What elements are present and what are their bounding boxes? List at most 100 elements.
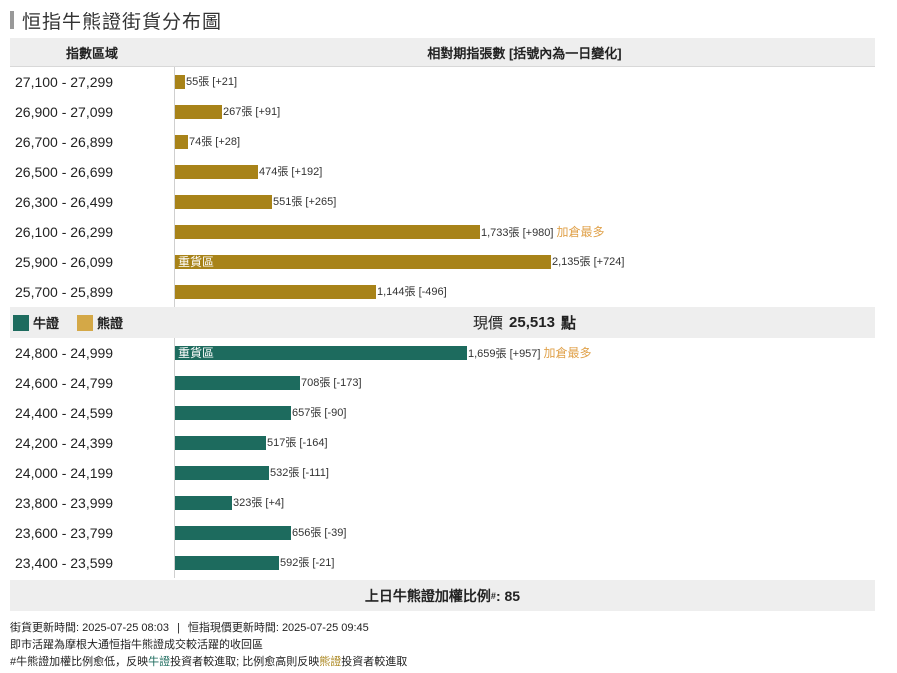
bar-value-label: 267張 [+91] — [223, 105, 280, 119]
range-label: 25,700 - 25,899 — [15, 284, 114, 300]
bear-row: 26,900 - 27,099 267張 [+91] — [10, 97, 875, 127]
current-price-value: 25,513 — [509, 314, 555, 331]
range-label: 26,100 - 26,299 — [15, 224, 114, 240]
bear-row: 26,100 - 26,299 1,733張 [+980] 加倉最多 — [10, 217, 875, 247]
ratio-label: 上日牛熊證加權比例 — [364, 587, 491, 604]
range-label: 24,400 - 24,599 — [15, 405, 114, 421]
footnotes: 街貨更新時間: 2025-07-25 08:03 | 恒指現價更新時間: 2025-… — [10, 620, 407, 671]
bar-value-text: 74張 [+28] — [189, 136, 241, 148]
bull-bar — [175, 436, 266, 450]
ratio-row: 上日牛熊證加權比例 #: 85 — [10, 580, 875, 611]
footnote-active-note: 即市活躍為摩根大通恒指牛熊證成交較活躍的收回區 — [10, 639, 263, 651]
bar-value-text: 55張 [+21] — [186, 76, 238, 88]
bear-bar: 重貨區 — [175, 255, 551, 269]
max-increase-note: 加倉最多 — [543, 346, 592, 360]
bull-bar — [175, 376, 300, 390]
bar-area: 1,144張 [-496] — [174, 277, 875, 307]
ratio-note-a: #牛熊證加權比例愈低，反映 — [10, 656, 149, 668]
range-label: 24,800 - 24,999 — [15, 345, 114, 361]
bar-area: 474張 [+192] — [174, 157, 875, 187]
range-label: 23,800 - 23,999 — [15, 495, 114, 511]
bar-value-text: 1,659張 [+957] — [468, 348, 541, 360]
bear-row: 26,500 - 26,699 474張 [+192] — [10, 157, 875, 187]
bar-area: 323張 [+4] — [174, 488, 875, 518]
bear-row: 26,300 - 26,499 551張 [+265] — [10, 187, 875, 217]
bar-area: 708張 [-173] — [174, 368, 875, 398]
bar-value-label: 657張 [-90] — [292, 406, 346, 420]
bar-value-label: 1,733張 [+980] 加倉最多 — [481, 225, 605, 240]
bar-area: 55張 [+21] — [174, 67, 875, 97]
footnote-ratio-note: #牛熊證加權比例愈低，反映牛證投資者較進取; 比例愈高則反映熊證投資者較進取 — [10, 654, 407, 671]
bar-value-label: 517張 [-164] — [267, 436, 328, 450]
bar-value-text: 551張 [+265] — [273, 196, 337, 208]
bull-row: 23,600 - 23,799 656張 [-39] — [10, 518, 875, 548]
bar-value-label: 323張 [+4] — [233, 496, 284, 510]
bull-row: 24,200 - 24,399 517張 [-164] — [10, 428, 875, 458]
range-label: 23,600 - 23,799 — [15, 525, 114, 541]
bear-row: 25,700 - 25,899 1,144張 [-496] — [10, 277, 875, 307]
bull-row: 24,000 - 24,199 532張 [-111] — [10, 458, 875, 488]
range-label: 26,900 - 27,099 — [15, 104, 114, 120]
range-label: 24,600 - 24,799 — [15, 375, 114, 391]
bull-bar — [175, 466, 269, 480]
max-increase-note: 加倉最多 — [556, 225, 605, 239]
bull-bar — [175, 406, 291, 420]
bar-value-text: 2,135張 [+724] — [552, 256, 625, 268]
header-range: 指數區域 — [65, 45, 118, 61]
bar-value-text: 708張 [-173] — [301, 377, 362, 389]
bar-area: 592張 [-21] — [174, 548, 875, 578]
bull-row: 23,800 - 23,999 323張 [+4] — [10, 488, 875, 518]
bar-value-label: 708張 [-173] — [301, 376, 362, 390]
bar-area: 重貨區 1,659張 [+957] 加倉最多 — [174, 338, 875, 368]
stock-update-time: 街貨更新時間: 2025-07-25 08:03 — [10, 622, 169, 634]
current-price: 現價 25,513 點 — [174, 307, 875, 338]
bear-bar — [175, 75, 185, 89]
bear-bar — [175, 135, 188, 149]
bull-row: 24,800 - 24,999 重貨區 1,659張 [+957] 加倉最多 — [10, 338, 875, 368]
bear-row: 26,700 - 26,899 74張 [+28] — [10, 127, 875, 157]
ratio-colon: : — [495, 587, 505, 604]
bar-value-label: 592張 [-21] — [280, 556, 334, 570]
heavy-zone-tag: 重貨區 — [178, 255, 215, 269]
ratio-note-c: 投資者較進取 — [341, 656, 408, 668]
ratio-note-b: 投資者較進取; 比例愈高則反映 — [170, 656, 320, 668]
bar-value-text: 1,144張 [-496] — [377, 286, 447, 298]
bar-value-label: 656張 [-39] — [292, 526, 346, 540]
range-label: 23,400 - 23,599 — [15, 555, 114, 571]
heavy-zone-tag: 重貨區 — [178, 346, 215, 360]
legend-bull-swatch — [13, 314, 29, 331]
bar-area: 517張 [-164] — [174, 428, 875, 458]
bar-value-label: 474張 [+192] — [259, 165, 322, 179]
bull-row: 23,400 - 23,599 592張 [-21] — [10, 548, 875, 578]
bull-rows: 24,800 - 24,999 重貨區 1,659張 [+957] 加倉最多 24,60… — [10, 338, 875, 578]
bear-bar — [175, 165, 258, 179]
bar-value-text: 592張 [-21] — [280, 557, 335, 569]
bar-value-label: 2,135張 [+724] — [552, 255, 624, 269]
bear-row: 27,100 - 27,299 55張 [+21] — [10, 67, 875, 97]
header-bars: 相對期指張數 [括號內為一日變化] — [427, 45, 622, 61]
ratio-note-bull: 牛證 — [148, 656, 171, 668]
bar-area: 1,733張 [+980] 加倉最多 — [174, 217, 875, 247]
bar-value-text: 517張 [-164] — [267, 437, 328, 449]
bar-value-text: 267張 [+91] — [223, 106, 281, 118]
bull-row: 24,400 - 24,599 657張 [-90] — [10, 398, 875, 428]
bar-value-text: 656張 [-39] — [292, 527, 347, 539]
ratio-mark: # — [490, 590, 496, 601]
table-header: 指數區域 相對期指張數 [括號內為一日變化] — [10, 38, 875, 67]
ratio-note-bear: 熊證 — [319, 656, 342, 668]
bar-value-label: 1,144張 [-496] — [377, 285, 447, 299]
range-label: 24,200 - 24,399 — [15, 435, 114, 451]
range-label: 26,500 - 26,699 — [15, 164, 114, 180]
bear-bar — [175, 285, 376, 299]
range-label: 25,900 - 26,099 — [15, 254, 114, 270]
range-label: 26,300 - 26,499 — [15, 194, 114, 210]
bull-bar — [175, 496, 232, 510]
bar-value-label: 532張 [-111] — [270, 466, 329, 480]
bar-value-label: 1,659張 [+957] 加倉最多 — [468, 346, 592, 361]
bull-bar — [175, 556, 279, 570]
bar-value-label: 55張 [+21] — [186, 75, 237, 89]
bar-area: 656張 [-39] — [174, 518, 875, 548]
legend-bear-swatch — [77, 314, 94, 331]
page-title: 恒指牛熊證街貨分布圖 — [22, 11, 223, 33]
legend: 牛證 熊證 — [10, 313, 174, 332]
